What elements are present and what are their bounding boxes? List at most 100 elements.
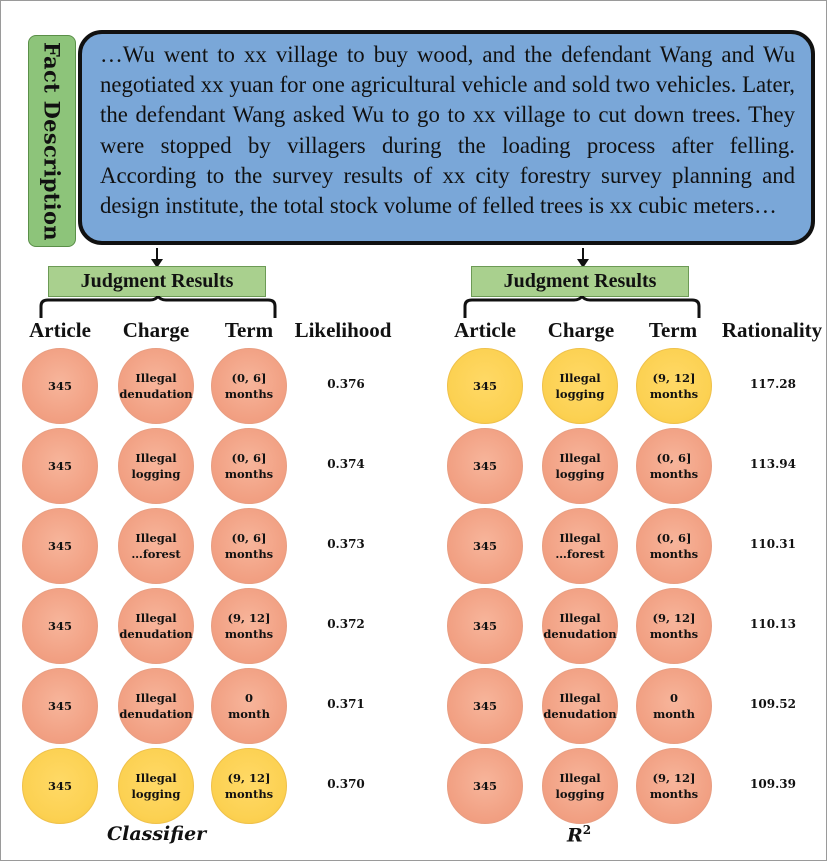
fact-description-label-text: Fact Description [39, 41, 65, 241]
header-rationality-right: Rationality [721, 318, 823, 342]
caption-r2: R2 [567, 823, 591, 846]
right-article-text: 345 [472, 539, 497, 553]
right-term-text: (9, 12] months [649, 611, 699, 641]
left-score: 0.373 [327, 537, 365, 551]
left-charge-text: Illegal logging [131, 771, 181, 801]
left-term-text: 0 month [228, 691, 270, 721]
left-article-text: 345 [47, 539, 72, 553]
right-article-text: 345 [472, 619, 497, 633]
right-term-text: 0 month [653, 691, 695, 721]
left-term-text: (9, 12] months [224, 611, 274, 641]
right-charge-circle: Illegal denudation [542, 588, 618, 664]
left-charge-text: Illegal denudation [119, 691, 193, 721]
right-article-text: 345 [472, 459, 497, 473]
right-charge-circle: Illegal logging [542, 428, 618, 504]
right-charge-text: Illegal denudation [543, 691, 617, 721]
right-charge-text: Illegal logging [555, 451, 605, 481]
judgment-results-label-left: Judgment Results [48, 266, 266, 297]
left-article-text: 345 [47, 459, 72, 473]
left-term-circle: (0, 6] months [211, 348, 287, 424]
right-score: 109.39 [750, 777, 796, 791]
right-term-circle: (0, 6] months [636, 428, 712, 504]
left-term-circle: (9, 12] months [211, 748, 287, 824]
right-charge-text: Illegal …forest [555, 531, 605, 561]
right-article-circle: 345 [447, 428, 523, 504]
header-term-left: Term [224, 318, 274, 342]
right-term-text: (9, 12] months [649, 771, 699, 801]
header-likelihood-left: Likelihood [294, 318, 392, 342]
left-term-text: (0, 6] months [224, 451, 274, 481]
right-charge-text: Illegal logging [555, 371, 605, 401]
right-term-text: (0, 6] months [649, 451, 699, 481]
left-charge-circle: Illegal logging [118, 428, 194, 504]
right-article-circle: 345 [447, 588, 523, 664]
header-term-right: Term [648, 318, 698, 342]
right-article-text: 345 [472, 379, 497, 393]
left-charge-circle: Illegal denudation [118, 348, 194, 424]
left-term-circle: (0, 6] months [211, 428, 287, 504]
left-term-circle: (9, 12] months [211, 588, 287, 664]
right-score: 110.13 [750, 617, 796, 631]
left-term-text: (9, 12] months [224, 771, 274, 801]
left-article-text: 345 [47, 699, 72, 713]
right-charge-circle: Illegal logging [542, 748, 618, 824]
right-article-text: 345 [472, 779, 497, 793]
left-article-text: 345 [47, 379, 72, 393]
right-article-text: 345 [472, 699, 497, 713]
brace-right [463, 296, 701, 318]
arrow-right [577, 248, 589, 268]
left-term-circle: 0 month [211, 668, 287, 744]
right-term-circle: (0, 6] months [636, 508, 712, 584]
right-charge-circle: Illegal logging [542, 348, 618, 424]
left-term-text: (0, 6] months [224, 371, 274, 401]
right-score: 109.52 [750, 697, 796, 711]
right-term-text: (0, 6] months [649, 531, 699, 561]
arrow-left [151, 248, 163, 268]
left-score: 0.371 [327, 697, 365, 711]
left-charge-circle: Illegal logging [118, 748, 194, 824]
right-term-text: (9, 12] months [649, 371, 699, 401]
left-article-text: 345 [47, 779, 72, 793]
fact-description-label: Fact Description [28, 35, 76, 247]
judgment-results-label-right: Judgment Results [471, 266, 689, 297]
right-term-circle: (9, 12] months [636, 748, 712, 824]
left-article-circle: 345 [22, 428, 98, 504]
right-article-circle: 345 [447, 668, 523, 744]
brace-left [39, 296, 277, 318]
right-charge-text: Illegal logging [555, 771, 605, 801]
left-article-circle: 345 [22, 668, 98, 744]
left-article-circle: 345 [22, 508, 98, 584]
left-term-circle: (0, 6] months [211, 508, 287, 584]
judgment-results-text-left: Judgment Results [80, 270, 234, 292]
left-article-circle: 345 [22, 748, 98, 824]
fact-description-text: …Wu went to xx village to buy wood, and … [100, 42, 795, 219]
left-charge-text: Illegal denudation [119, 611, 193, 641]
right-charge-circle: Illegal …forest [542, 508, 618, 584]
right-score: 110.31 [750, 537, 796, 551]
left-article-circle: 345 [22, 348, 98, 424]
right-charge-text: Illegal denudation [543, 611, 617, 641]
judgment-results-text-right: Judgment Results [503, 270, 657, 292]
left-charge-text: Illegal logging [131, 451, 181, 481]
left-charge-circle: Illegal …forest [118, 508, 194, 584]
header-article-right: Article [454, 318, 516, 342]
left-charge-circle: Illegal denudation [118, 588, 194, 664]
left-score: 0.376 [327, 377, 365, 391]
caption-classifier: Classifier [107, 823, 207, 845]
right-score: 113.94 [750, 457, 796, 471]
left-score: 0.370 [327, 777, 365, 791]
right-term-circle: (9, 12] months [636, 348, 712, 424]
left-article-circle: 345 [22, 588, 98, 664]
right-charge-circle: Illegal denudation [542, 668, 618, 744]
left-term-text: (0, 6] months [224, 531, 274, 561]
right-term-circle: (9, 12] months [636, 588, 712, 664]
right-score: 117.28 [750, 377, 796, 391]
fact-description-box: …Wu went to xx village to buy wood, and … [78, 30, 815, 245]
right-article-circle: 345 [447, 348, 523, 424]
caption-r2-sup: 2 [582, 823, 592, 837]
right-article-circle: 345 [447, 748, 523, 824]
left-score: 0.374 [327, 457, 365, 471]
header-article-left: Article [29, 318, 91, 342]
left-charge-text: Illegal denudation [119, 371, 193, 401]
left-article-text: 345 [47, 619, 72, 633]
